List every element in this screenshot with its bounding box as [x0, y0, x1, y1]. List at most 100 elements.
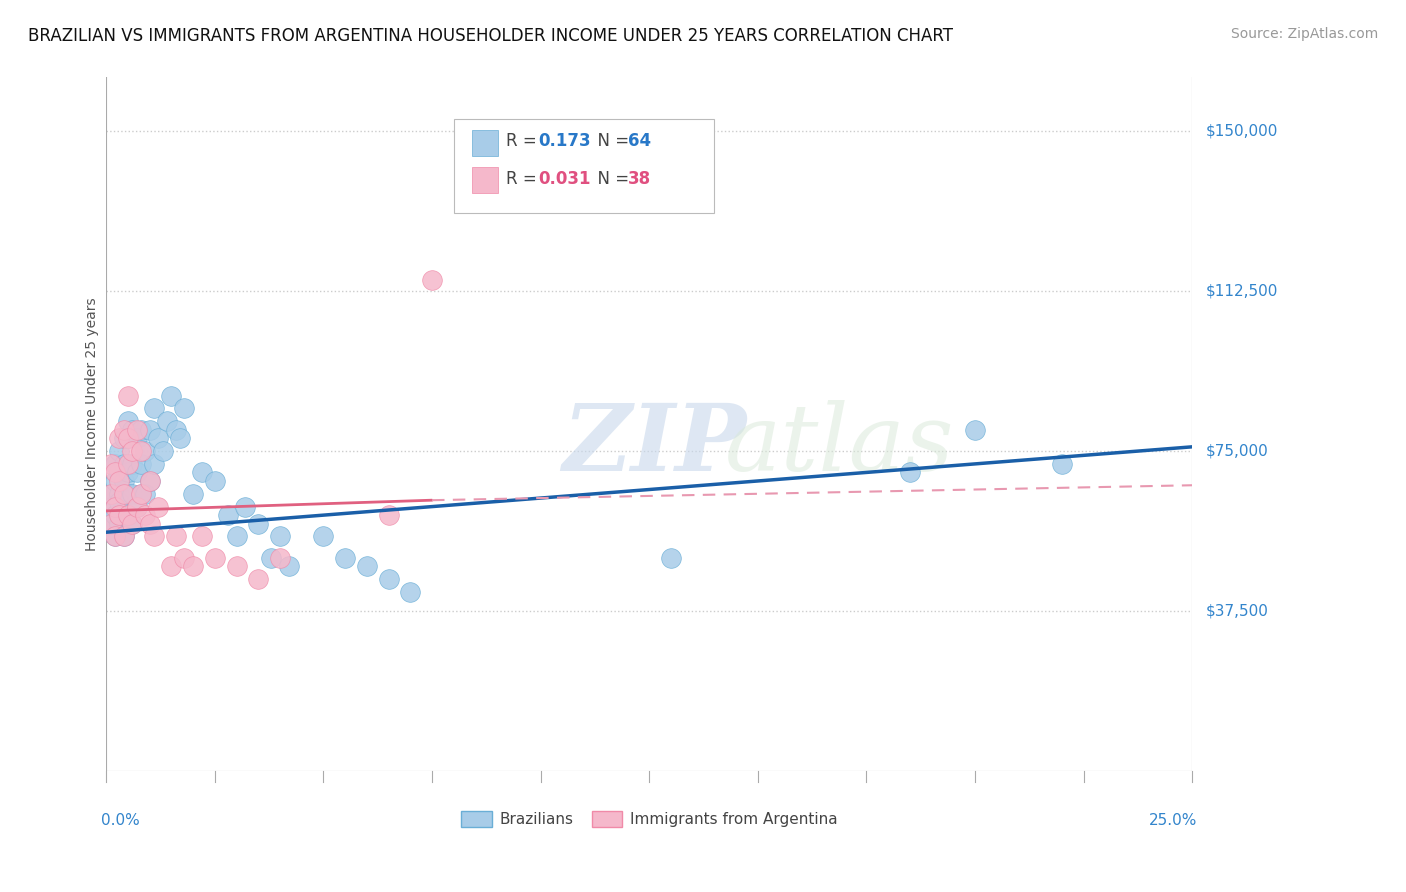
Point [104, 457, 127, 471]
Point [148, 431, 170, 445]
Point [165, 423, 187, 437]
Point [125, 500, 148, 514]
Point [117, 388, 139, 402]
Point [112, 487, 135, 501]
Point [138, 423, 160, 437]
Point [181, 487, 204, 501]
Text: $112,500: $112,500 [1206, 284, 1278, 299]
Text: 38: 38 [627, 170, 651, 188]
Point [173, 401, 195, 416]
Point [377, 572, 399, 586]
FancyBboxPatch shape [472, 130, 498, 156]
Point [117, 508, 139, 523]
Point [121, 423, 143, 437]
Point [108, 516, 131, 531]
Point [108, 431, 131, 445]
Point [108, 508, 131, 523]
Point [134, 487, 156, 501]
Point [898, 466, 921, 480]
Point [100, 487, 122, 501]
Point [100, 516, 122, 531]
Point [233, 500, 256, 514]
Point [148, 500, 170, 514]
Point [100, 516, 122, 531]
Text: 64: 64 [627, 132, 651, 150]
Point [117, 431, 139, 445]
Point [181, 559, 204, 574]
Point [1050, 457, 1073, 471]
Point [173, 550, 195, 565]
Text: N =: N = [588, 132, 634, 150]
Point [129, 487, 152, 501]
Point [160, 559, 183, 574]
Point [121, 516, 143, 531]
Point [117, 431, 139, 445]
Point [104, 529, 127, 543]
Point [125, 431, 148, 445]
Point [377, 508, 399, 523]
Legend: Brazilians, Immigrants from Argentina: Brazilians, Immigrants from Argentina [456, 805, 844, 833]
Point [152, 444, 174, 458]
Text: atlas: atlas [725, 401, 955, 491]
Point [247, 572, 270, 586]
Point [121, 516, 143, 531]
Point [104, 500, 127, 514]
Point [117, 457, 139, 471]
Point [112, 529, 135, 543]
Point [247, 516, 270, 531]
Point [260, 550, 283, 565]
Point [121, 487, 143, 501]
Text: R =: R = [506, 132, 541, 150]
Point [125, 500, 148, 514]
Point [333, 550, 356, 565]
Text: Source: ZipAtlas.com: Source: ZipAtlas.com [1230, 27, 1378, 41]
Point [112, 457, 135, 471]
FancyBboxPatch shape [472, 167, 498, 193]
Point [356, 559, 378, 574]
Point [420, 273, 443, 287]
Point [204, 550, 226, 565]
Text: $150,000: $150,000 [1206, 123, 1278, 138]
Point [138, 516, 160, 531]
Point [138, 474, 160, 488]
Point [399, 585, 422, 599]
Text: $75,000: $75,000 [1206, 443, 1268, 458]
Point [225, 529, 247, 543]
Text: $37,500: $37,500 [1206, 604, 1270, 619]
Point [108, 508, 131, 523]
Text: R =: R = [506, 170, 541, 188]
Point [191, 466, 214, 480]
Point [217, 508, 239, 523]
Point [108, 474, 131, 488]
Point [134, 508, 156, 523]
Text: N =: N = [588, 170, 634, 188]
Point [160, 388, 183, 402]
Text: 0.173: 0.173 [538, 132, 591, 150]
Point [108, 466, 131, 480]
Point [100, 487, 122, 501]
Point [100, 500, 122, 514]
Point [659, 550, 682, 565]
Point [191, 529, 214, 543]
Point [277, 559, 299, 574]
Point [204, 474, 226, 488]
Point [963, 423, 986, 437]
Point [104, 529, 127, 543]
Point [156, 414, 179, 428]
Point [112, 474, 135, 488]
Point [108, 495, 131, 509]
Point [104, 474, 127, 488]
Point [117, 466, 139, 480]
Text: 25.0%: 25.0% [1149, 813, 1198, 828]
Point [129, 487, 152, 501]
Point [121, 457, 143, 471]
Point [269, 529, 291, 543]
Point [129, 423, 152, 437]
Point [112, 423, 135, 437]
Point [108, 487, 131, 501]
Point [108, 444, 131, 458]
Point [125, 423, 148, 437]
Point [117, 508, 139, 523]
Point [129, 444, 152, 458]
Point [104, 466, 127, 480]
